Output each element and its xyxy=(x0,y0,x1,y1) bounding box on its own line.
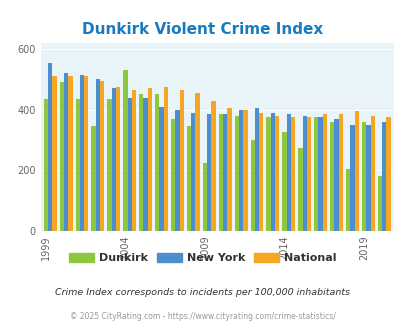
Bar xyxy=(139,94,143,231)
Bar xyxy=(313,117,318,231)
Bar xyxy=(107,99,111,231)
Bar xyxy=(286,114,290,231)
Bar xyxy=(222,114,227,231)
Bar xyxy=(377,177,381,231)
Bar xyxy=(334,119,338,231)
Bar xyxy=(218,114,222,231)
Bar xyxy=(386,117,390,231)
Bar xyxy=(370,116,374,231)
Bar xyxy=(202,163,207,231)
Bar xyxy=(250,140,254,231)
Bar xyxy=(80,75,84,231)
Bar xyxy=(175,110,179,231)
Bar xyxy=(96,79,100,231)
Bar xyxy=(75,99,80,231)
Bar xyxy=(318,117,322,231)
Bar xyxy=(60,82,64,231)
Bar xyxy=(123,70,127,231)
Legend: Dunkirk, New York, National: Dunkirk, New York, National xyxy=(64,248,341,268)
Bar xyxy=(44,99,48,231)
Bar xyxy=(195,93,199,231)
Bar xyxy=(365,125,370,231)
Bar xyxy=(163,87,168,231)
Bar xyxy=(132,90,136,231)
Bar xyxy=(266,117,270,231)
Bar xyxy=(306,117,310,231)
Bar xyxy=(329,122,334,231)
Bar xyxy=(48,63,52,231)
Bar xyxy=(227,108,231,231)
Bar xyxy=(338,114,342,231)
Bar xyxy=(361,122,365,231)
Bar xyxy=(243,110,247,231)
Bar xyxy=(155,94,159,231)
Bar xyxy=(179,90,183,231)
Bar xyxy=(64,73,68,231)
Bar xyxy=(234,116,238,231)
Bar xyxy=(100,81,104,231)
Bar xyxy=(322,114,326,231)
Bar xyxy=(171,119,175,231)
Bar xyxy=(159,107,163,231)
Bar xyxy=(350,125,354,231)
Bar xyxy=(143,97,147,231)
Bar xyxy=(91,126,96,231)
Bar xyxy=(68,76,72,231)
Bar xyxy=(345,169,350,231)
Bar xyxy=(52,76,56,231)
Bar xyxy=(290,117,294,231)
Text: Dunkirk Violent Crime Index: Dunkirk Violent Crime Index xyxy=(82,22,323,37)
Bar xyxy=(207,114,211,231)
Bar xyxy=(186,126,191,231)
Bar xyxy=(191,113,195,231)
Text: Crime Index corresponds to incidents per 100,000 inhabitants: Crime Index corresponds to incidents per… xyxy=(55,287,350,297)
Bar xyxy=(302,116,306,231)
Bar xyxy=(238,110,243,231)
Bar xyxy=(270,113,274,231)
Bar xyxy=(254,108,258,231)
Text: © 2025 CityRating.com - https://www.cityrating.com/crime-statistics/: © 2025 CityRating.com - https://www.city… xyxy=(70,312,335,321)
Bar xyxy=(381,122,386,231)
Bar xyxy=(116,87,120,231)
Bar xyxy=(258,113,263,231)
Bar xyxy=(211,101,215,231)
Bar xyxy=(127,97,132,231)
Bar xyxy=(298,148,302,231)
Bar xyxy=(274,116,279,231)
Bar xyxy=(111,88,116,231)
Bar xyxy=(354,111,358,231)
Bar xyxy=(281,132,286,231)
Bar xyxy=(84,76,88,231)
Bar xyxy=(147,88,152,231)
